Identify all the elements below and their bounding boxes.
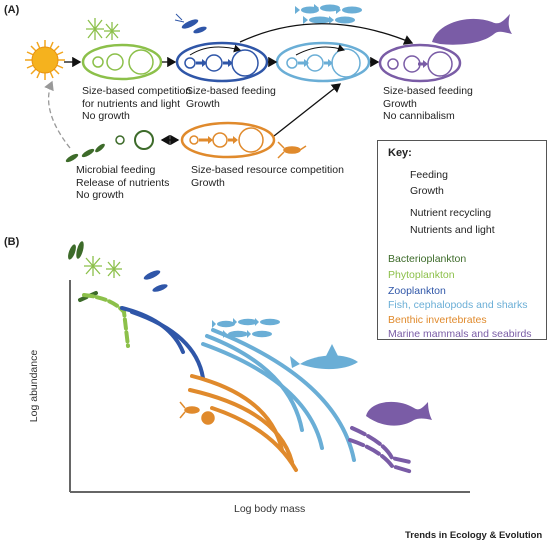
zooplankton-spectrum-2 bbox=[130, 310, 205, 380]
panel-a-label: (A) bbox=[4, 4, 20, 16]
key-group-mammals: Marine mammals and seabirds bbox=[388, 328, 532, 340]
key-legend: Key: Feeding Growth Nutrient recycling N… bbox=[377, 140, 547, 340]
key-group-fish: Fish, cephalopods and sharks bbox=[388, 299, 528, 311]
lobster-icon bbox=[277, 141, 307, 159]
key-group-bacterioplankton: Bacterioplankton bbox=[388, 253, 467, 265]
bacterio-leaf-icon bbox=[65, 143, 105, 163]
benthic-description: Size-based resource competition Growth bbox=[191, 164, 344, 189]
journal-footer: Trends in Ecology & Evolution bbox=[405, 530, 543, 541]
key-group-zooplankton: Zooplankton bbox=[388, 285, 446, 297]
zooplankton-krill-icon bbox=[174, 13, 207, 34]
key-group-phytoplankton: Phytoplankton bbox=[388, 269, 455, 281]
mammal-spectrum-2 bbox=[348, 438, 414, 474]
fish-spectrum-1 bbox=[205, 334, 304, 432]
mammal-node bbox=[378, 43, 462, 83]
nutrient-recycling-arrow bbox=[44, 80, 71, 149]
phytoplankton-description: Size-based competition for nutrients and… bbox=[82, 85, 192, 122]
x-axis-label: Log body mass bbox=[234, 503, 306, 515]
panel-b-krill-icon bbox=[143, 270, 168, 292]
size-spectra bbox=[78, 291, 414, 474]
benthic-spectrum-3 bbox=[210, 406, 298, 472]
key-title: Key: bbox=[388, 147, 412, 159]
panel-b-phyto-star-icon bbox=[84, 256, 122, 278]
whale-icon bbox=[432, 14, 512, 45]
panel-b-shark-icon bbox=[290, 344, 358, 370]
panel-b-fish-school-icon bbox=[212, 318, 280, 338]
panel-b-lobster-icon bbox=[179, 401, 215, 425]
key-group-benthic: Benthic invertebrates bbox=[388, 314, 487, 326]
microbial-description: Microbial feeding Release of nutrients N… bbox=[76, 164, 170, 201]
feeding-arrows bbox=[64, 23, 414, 146]
benthic-spectrum-2 bbox=[188, 388, 294, 464]
microbial-node bbox=[115, 130, 154, 150]
y-axis-label: Log abundance bbox=[28, 349, 41, 423]
fish-node bbox=[275, 41, 371, 83]
zooplankton-description: Size-based feeding Growth bbox=[186, 85, 276, 110]
fish-spectrum-2 bbox=[201, 342, 324, 450]
panel-b-axes bbox=[69, 280, 470, 493]
panel-b-whale-icon bbox=[366, 401, 432, 426]
phytoplankton-node bbox=[81, 43, 163, 81]
zooplankton-spectrum-1 bbox=[120, 306, 185, 354]
fish-school-icon bbox=[295, 4, 362, 24]
benthic-node bbox=[180, 121, 276, 159]
mammal-description: Size-based feeding Growth No cannibalism bbox=[383, 85, 473, 122]
panel-b-bacterio-icon bbox=[68, 241, 84, 260]
phytoplankton-star-icon bbox=[86, 18, 120, 40]
sun-icon bbox=[25, 40, 65, 80]
mammal-spectrum-1 bbox=[350, 426, 412, 464]
zooplankton-node bbox=[175, 41, 269, 83]
panel-b-label: (B) bbox=[4, 236, 20, 248]
phytoplankton-spectrum bbox=[82, 293, 130, 348]
